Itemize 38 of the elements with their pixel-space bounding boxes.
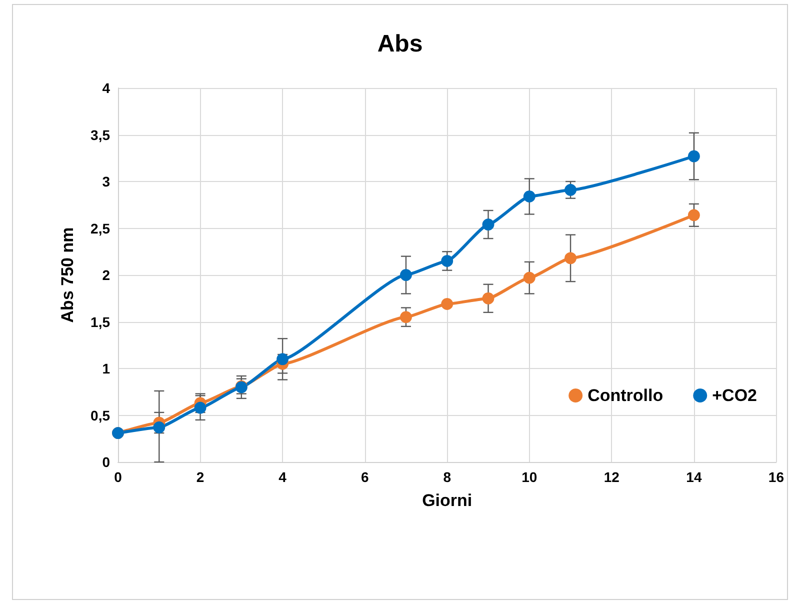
point <box>441 298 454 310</box>
point <box>400 311 412 324</box>
y-tick-label: 0,5 <box>90 407 110 424</box>
x-tick-label: 6 <box>360 469 369 485</box>
legend-label: Controllo <box>588 386 664 405</box>
y-tick-label: 2 <box>102 267 110 283</box>
point <box>194 402 206 414</box>
point <box>482 292 494 304</box>
x-tick-label: 14 <box>686 469 702 485</box>
y-tick-label: 2,5 <box>90 220 110 236</box>
point <box>441 254 454 267</box>
x-tick-label: 4 <box>278 469 287 485</box>
x-tick-label: 0 <box>114 469 122 485</box>
legend-label: +CO2 <box>712 386 758 405</box>
point <box>564 252 577 264</box>
chart-title: Abs <box>377 30 423 58</box>
y-tick-label: 3 <box>102 174 110 190</box>
y-tick-label: 0 <box>102 454 110 470</box>
y-tick-label: 1 <box>102 360 110 376</box>
x-axis-title: Giorni <box>422 491 472 510</box>
point <box>400 269 412 281</box>
point <box>523 272 536 284</box>
point <box>688 209 700 222</box>
x-tick-label: 2 <box>196 469 204 485</box>
x-tick-label: 16 <box>768 469 784 485</box>
y-axis-title: Abs 750 nm <box>58 227 77 323</box>
y-tick-label: 1,5 <box>90 314 110 330</box>
x-tick-label: 10 <box>522 469 538 485</box>
x-tick-label: 8 <box>443 469 452 485</box>
y-tick-label: 4 <box>102 80 110 96</box>
point <box>153 421 166 434</box>
y-tick-label: 3,5 <box>90 126 110 143</box>
point <box>688 150 700 162</box>
point <box>564 184 577 196</box>
point <box>276 353 289 366</box>
point <box>482 218 494 231</box>
point <box>523 190 536 202</box>
x-tick-label: 12 <box>604 469 620 485</box>
